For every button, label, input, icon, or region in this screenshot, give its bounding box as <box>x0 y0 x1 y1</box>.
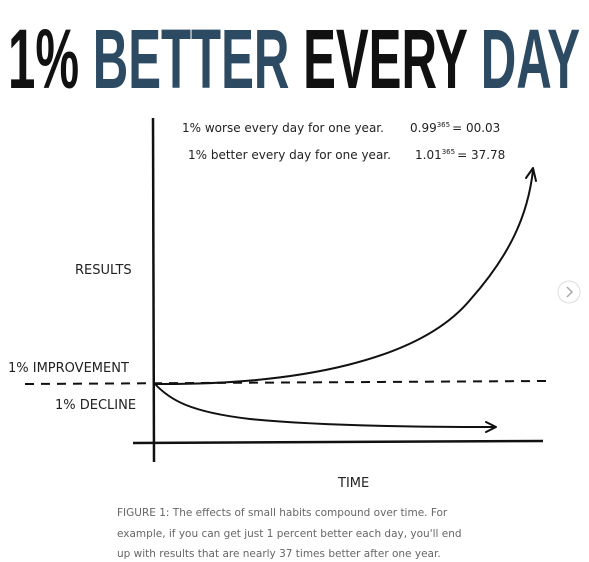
next-button-circle[interactable] <box>557 280 581 304</box>
next-button[interactable] <box>557 280 581 304</box>
caption-line: example, if you can get just 1 percent b… <box>117 528 462 540</box>
improvement-label: 1% IMPROVEMENT <box>8 361 129 376</box>
title-part: DAY <box>481 12 580 106</box>
improvement-curve <box>154 169 534 386</box>
title-part: 1% <box>8 12 79 106</box>
formula-exponent: 365 <box>442 148 455 156</box>
y-label: RESULTS <box>75 263 132 278</box>
formula-base: 0.99 <box>410 121 437 135</box>
annotation-text: 1% worse every day for one year. <box>182 121 384 135</box>
formula-result: = 37.78 <box>457 148 505 162</box>
x-label: TIME <box>337 476 369 491</box>
arrow-head <box>525 167 537 182</box>
decline-label: 1% DECLINE <box>55 398 136 413</box>
baseline-dashed <box>24 380 547 385</box>
formula-exponent: 365 <box>437 121 450 129</box>
formula-base: 1.01 <box>415 148 442 162</box>
annotation: 1% worse every day for one year. 0.99365 =… <box>182 121 500 135</box>
x-axis <box>132 439 544 445</box>
next-button-chevron[interactable] <box>566 286 574 298</box>
decline-curve <box>154 383 496 428</box>
caption-line: up with results that are nearly 37 times… <box>117 548 441 560</box>
title: 1% BETTER EVERY DAY <box>8 12 580 106</box>
formula-result: = 00.03 <box>452 121 500 135</box>
arrow-head <box>485 421 497 433</box>
annotation: 1% better every day for one year. 1.01365… <box>188 148 505 162</box>
caption-line: FIGURE 1: The effects of small habits co… <box>117 507 448 519</box>
title-part: EVERY <box>303 12 467 106</box>
y-axis <box>151 117 156 463</box>
title-part: BETTER <box>93 12 290 106</box>
annotation-text: 1% better every day for one year. <box>188 148 391 162</box>
